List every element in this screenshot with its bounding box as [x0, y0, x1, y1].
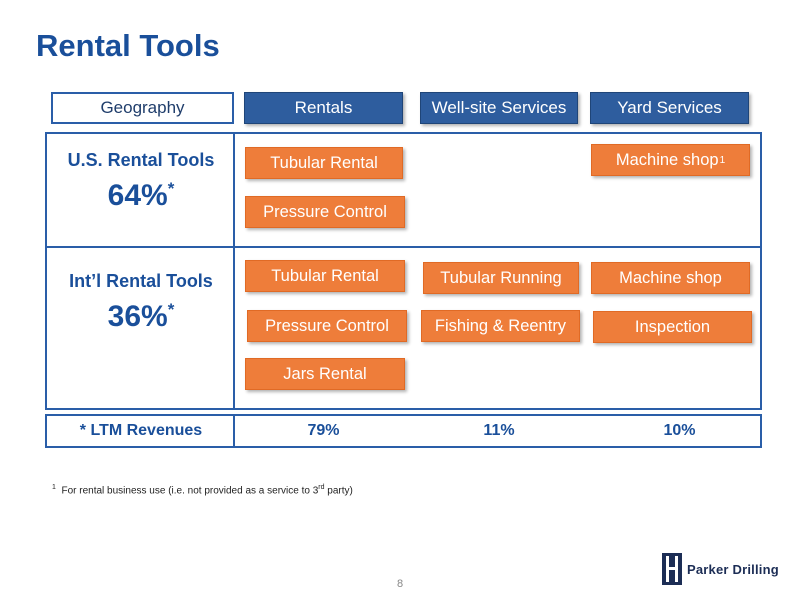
intl-tubular-running-box: Tubular Running — [423, 262, 579, 294]
intl-pressure-control-label: Pressure Control — [265, 316, 389, 335]
us-percent-mark: * — [167, 179, 175, 198]
intl-row-percent: 36%* — [47, 300, 235, 334]
ltm-yard-value: 10% — [663, 422, 696, 439]
intl-row-name: Int’l Rental Tools — [69, 271, 213, 291]
intl-percent-mark: * — [167, 300, 175, 319]
footnote-mark: 1 — [52, 484, 56, 491]
footnote-text-after: party) — [324, 485, 353, 497]
intl-pressure-control-box: Pressure Control — [247, 310, 407, 342]
parker-drilling-logo-text: Parker Drilling — [687, 561, 779, 577]
header-rentals: Rentals — [244, 92, 403, 124]
parker-drilling-logo-icon — [662, 553, 682, 585]
parker-drilling-logo: Parker Drilling — [662, 553, 779, 585]
header-geography-label: Geography — [100, 98, 185, 117]
ltm-label-cell — [45, 414, 235, 448]
footnote-text-before: For rental business use (i.e. not provid… — [61, 485, 319, 497]
footnote: 1 For rental business use (i.e. not prov… — [52, 484, 353, 496]
intl-fishing-reentry-label: Fishing & Reentry — [434, 316, 567, 335]
intl-percent-value: 36% — [107, 300, 168, 333]
us-tubular-rental-label: Tubular Rental — [270, 153, 378, 172]
intl-inspection-label: Inspection — [634, 317, 711, 336]
intl-tubular-running-label: Tubular Running — [440, 268, 562, 287]
intl-inspection-box: Inspection — [593, 311, 752, 343]
page-title: Rental Tools — [36, 28, 220, 63]
intl-tubular-rental-box: Tubular Rental — [245, 260, 405, 292]
us-row-label: U.S. Rental Tools 64%* — [47, 150, 235, 213]
us-row-percent: 64%* — [47, 179, 235, 213]
header-wellsite-services: Well-site Services — [420, 92, 578, 124]
intl-fishing-reentry-box: Fishing & Reentry — [421, 310, 580, 342]
intl-row-label: Int’l Rental Tools 36%* — [47, 271, 235, 334]
header-wellsite-label: Well-site Services — [431, 98, 567, 117]
ltm-rentals-value: 79% — [307, 422, 340, 439]
ltm-wellsite-value: 11% — [483, 422, 515, 439]
header-rentals-label: Rentals — [294, 98, 353, 117]
intl-machine-shop-label: Machine shop — [619, 268, 722, 287]
us-pressure-control-label: Pressure Control — [263, 202, 387, 221]
label-column-divider — [45, 132, 235, 410]
header-yard-services: Yard Services — [590, 92, 749, 124]
intl-jars-rental-box: Jars Rental — [245, 358, 405, 390]
us-machine-shop-label: Machine shop — [615, 150, 719, 169]
us-row-name: U.S. Rental Tools — [67, 150, 215, 170]
us-machine-shop-footnote-mark: 1 — [719, 154, 726, 166]
us-tubular-rental-box: Tubular Rental — [245, 147, 403, 179]
ltm-label: * LTM Revenues — [79, 422, 203, 439]
page-number: 8 — [396, 578, 404, 590]
us-percent-value: 64% — [107, 179, 168, 212]
intl-machine-shop-box: Machine shop — [591, 262, 750, 294]
us-machine-shop-box: Machine shop 1 — [591, 144, 750, 176]
us-pressure-control-box: Pressure Control — [245, 196, 405, 228]
intl-jars-rental-label: Jars Rental — [283, 364, 367, 383]
header-geography: Geography — [51, 92, 234, 124]
header-yard-label: Yard Services — [617, 98, 722, 117]
footnote-sup: rd — [318, 484, 325, 491]
intl-tubular-rental-label: Tubular Rental — [271, 266, 379, 285]
